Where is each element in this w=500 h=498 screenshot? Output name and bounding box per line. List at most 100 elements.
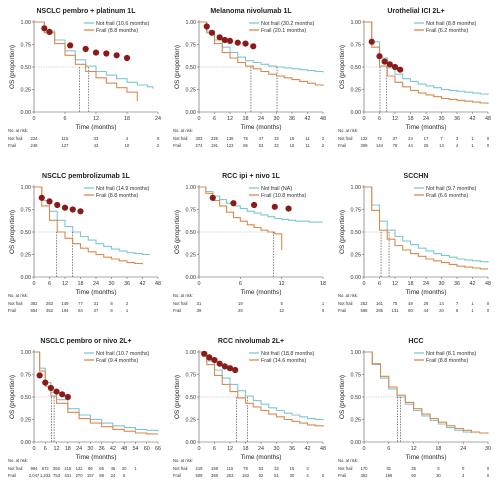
y-tick-label: 0.00	[351, 275, 362, 281]
risk-table-heading: No. at risk:	[8, 458, 28, 463]
overlay-dot	[64, 393, 71, 401]
x-tick-label: 24	[258, 446, 264, 452]
x-axis-label: Time (months)	[406, 289, 447, 296]
risk-cell: 994	[31, 466, 39, 471]
y-tick-label: 0.75	[186, 207, 197, 213]
x-tick-label: 30	[274, 446, 280, 452]
y-tick-label: 0.50	[351, 395, 362, 401]
y-tick-label: 1.00	[351, 20, 362, 26]
risk-table-heading: No. at risk:	[338, 293, 358, 298]
risk-cell: 5	[437, 466, 440, 471]
risk-cell: 122	[361, 136, 369, 141]
risk-cell: 2	[322, 136, 325, 141]
x-tick-label: 0	[198, 281, 201, 287]
risk-cell: 86	[243, 143, 248, 148]
overlay-dot	[41, 25, 48, 32]
overlay-dot	[203, 23, 210, 30]
x-axis-label: Time (months)	[241, 454, 282, 461]
overlay-dot	[77, 208, 84, 215]
legend-label: Frail (6.6 months)	[426, 193, 468, 199]
x-tick-label: 0	[33, 116, 36, 122]
risk-cell: 161	[376, 301, 384, 306]
y-tick-label: 0.75	[21, 42, 32, 48]
risk-cell: 431	[64, 473, 72, 478]
overlay-dot	[53, 388, 60, 395]
risk-cell: 32	[274, 143, 279, 148]
y-tick-label: 1.00	[351, 350, 362, 356]
x-tick-label: 54	[132, 446, 138, 452]
risk-row-label: Not frail	[8, 136, 22, 141]
risk-cell: 1	[471, 136, 474, 141]
legend-label: Not frail (8.8 months)	[426, 21, 477, 27]
y-tick-label: 0.00	[21, 110, 32, 116]
risk-table-heading: No. at risk:	[173, 128, 193, 133]
risk-cell: 2	[126, 301, 129, 306]
overlay-dot	[221, 36, 228, 44]
overlay-dot	[216, 360, 223, 367]
risk-cell: 0	[157, 136, 160, 141]
risk-cell: 7	[440, 136, 443, 141]
overlay-dot	[242, 40, 249, 47]
x-tick-label: 12	[411, 446, 417, 452]
risk-cell: 8	[110, 301, 113, 306]
x-tick-label: 36	[454, 281, 460, 287]
overlay-dot	[397, 66, 404, 73]
overlay-dot	[69, 206, 76, 213]
risk-cell: 144	[376, 143, 384, 148]
chart-title: RCC ipi + nivo 1L	[222, 173, 280, 180]
km-curve-not-frail	[199, 351, 324, 421]
legend-label: Not frail (10.7 months)	[96, 351, 150, 357]
x-tick-label: 30	[485, 446, 491, 452]
legend-label: Not frail (14.9 months)	[96, 186, 150, 192]
y-tick-label: 1.00	[21, 350, 32, 356]
risk-cell: 0	[487, 473, 490, 478]
risk-table-heading: No. at risk:	[338, 128, 358, 133]
risk-cell: 75	[393, 301, 398, 306]
x-tick-label: 48	[320, 116, 326, 122]
risk-cell: 572	[42, 466, 50, 471]
risk-cell: 78	[243, 136, 248, 141]
y-tick-label: 0.25	[21, 252, 32, 258]
legend-label: Frail (10.8 months)	[261, 193, 306, 199]
km-plot-svg: Urothelial ICI 2L+ 0.00 0.25 0.50 0.75 1.00 0 6…	[338, 8, 491, 148]
risk-cell: 1	[471, 301, 474, 306]
x-axis-label: Time (months)	[76, 454, 117, 461]
x-tick-label: 48	[121, 446, 127, 452]
risk-cell: 170	[361, 466, 369, 471]
risk-row-label: Not frail	[338, 301, 352, 306]
x-tick-label: 24	[155, 116, 161, 122]
x-tick-label: 42	[140, 281, 146, 287]
risk-row-label: Frail	[173, 143, 181, 148]
overlay-dot	[376, 53, 383, 60]
risk-cell: 0	[322, 473, 325, 478]
risk-row-label: Frail	[338, 473, 346, 478]
risk-cell: 37	[94, 308, 99, 313]
x-tick-label: 24	[423, 281, 429, 287]
y-tick-label: 0.75	[21, 372, 32, 378]
legend-label: Frail (8.8 months)	[96, 193, 138, 199]
risk-cell: 81	[386, 466, 391, 471]
y-axis-label: OS (proportion)	[9, 210, 16, 254]
y-tick-label: 0.00	[21, 440, 32, 446]
x-tick-label: 6	[64, 116, 67, 122]
risk-cell: 32	[274, 136, 279, 141]
y-tick-label: 0.25	[21, 417, 32, 423]
risk-cell: 369	[211, 473, 219, 478]
y-axis-label: OS (proportion)	[9, 375, 16, 419]
y-axis-label: OS (proportion)	[339, 210, 346, 254]
y-tick-label: 0.50	[351, 65, 362, 71]
km-panel: NSCLC pembrolizumab 1L 0.00 0.25 0.50 0.75 1.…	[6, 169, 166, 331]
risk-cell: 72	[377, 136, 382, 141]
risk-table-heading: No. at risk:	[173, 293, 193, 298]
y-tick-label: 0.50	[186, 230, 197, 236]
x-axis-label: Time (months)	[76, 289, 117, 296]
km-panel: Urothelial ICI 2L+ 0.00 0.25 0.50 0.75 1.00 0 6…	[336, 4, 496, 166]
x-tick-label: 18	[65, 446, 71, 452]
x-axis-label: Time (months)	[406, 124, 447, 131]
y-tick-label: 0.00	[186, 110, 197, 116]
x-tick-label: 6	[378, 116, 381, 122]
km-curve-not-frail	[34, 186, 151, 256]
km-panel: Melanoma nivolumab 1L 0.00 0.25 0.50 0.75 1.0…	[171, 4, 331, 166]
risk-cell: 303	[196, 136, 204, 141]
